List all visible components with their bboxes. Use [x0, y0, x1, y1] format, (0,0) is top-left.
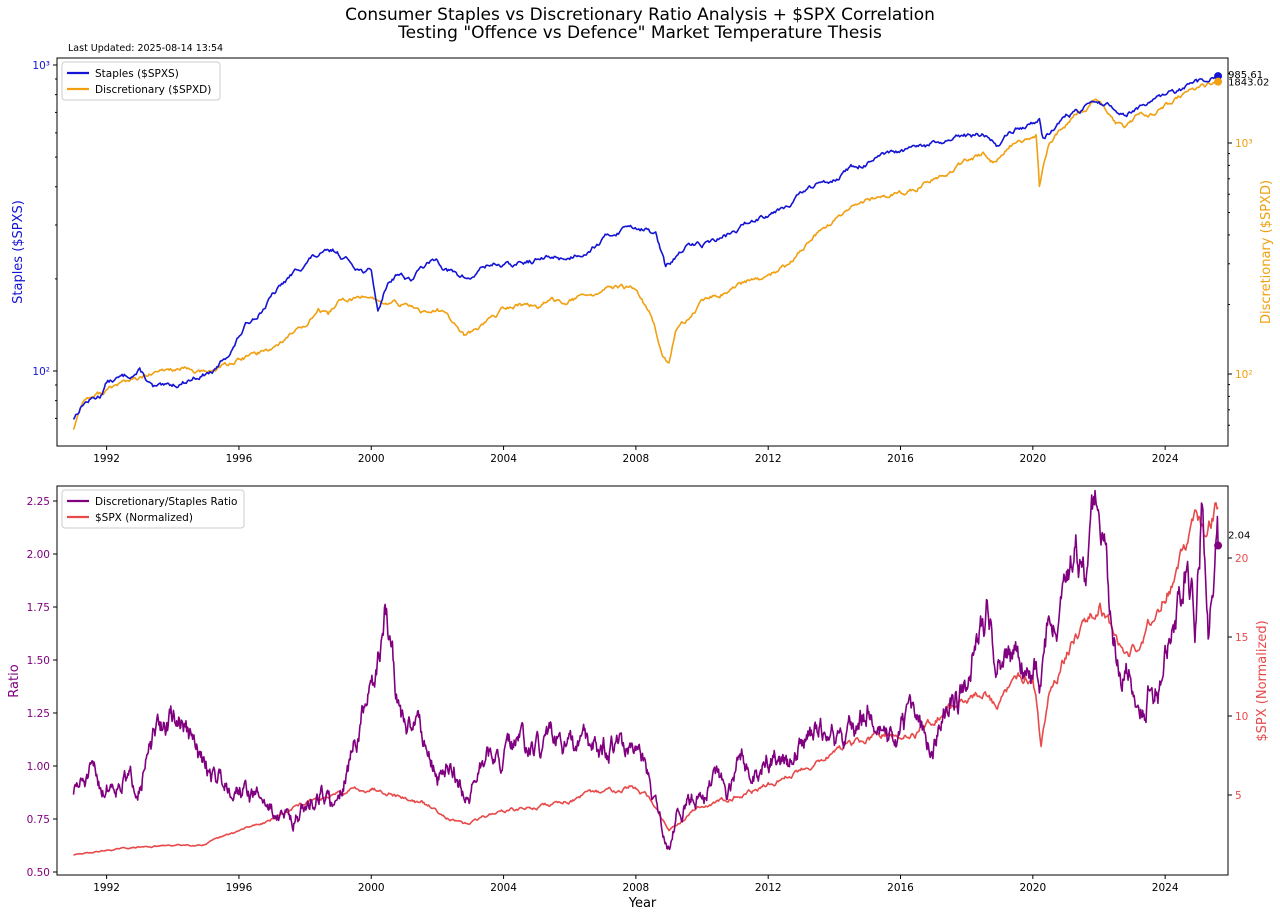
x-tick-label: 2004	[490, 453, 517, 465]
x-tick-label: 2012	[755, 453, 782, 465]
y-left-tick-label: 2.00	[27, 549, 50, 561]
last-updated-text: Last Updated: 2025-08-14 13:54	[68, 43, 224, 54]
y-left-tick-label: 1.50	[27, 655, 50, 667]
x-tick-label: 2008	[623, 453, 650, 465]
y-left-tick-label: 0.75	[27, 814, 50, 826]
y-right-axis-label: $SPX (Normalized)	[1255, 620, 1270, 741]
top-chart-panel: 1992 1996 2000 2004 2008 2012 2016 2020 2024 10² 1…	[11, 57, 1274, 465]
legend-box	[61, 61, 221, 101]
legend: Staples ($SPXS) Discretionary ($SPXD)	[61, 61, 221, 101]
x-tick-label: 2004	[490, 882, 517, 894]
x-tick-label: 2016	[887, 453, 914, 465]
y-right-tick-label: 10²	[1235, 369, 1253, 381]
figure-subtitle: Testing "Offence vs Defence" Market Temp…	[398, 23, 882, 43]
spx-series-line	[73, 502, 1219, 856]
x-tick-label: 2000	[358, 453, 385, 465]
plot-frame	[56, 57, 1229, 447]
x-tick-label: 1996	[226, 453, 253, 465]
legend: Discretionary/Staples Ratio $SPX (Normali…	[61, 489, 245, 529]
legend-box	[61, 489, 245, 529]
x-axis-label: Year	[628, 896, 657, 911]
y-left-axis-label: Staples ($SPXS)	[11, 200, 26, 304]
x-tick-label: 2024	[1152, 882, 1179, 894]
x-tick-label: 2012	[755, 882, 782, 894]
bottom-chart-panel: 1992 1996 2000 2004 2008 2012 2016 2020 2024 Year…	[7, 485, 1270, 911]
plot-frame	[56, 485, 1229, 876]
legend-label-ratio: Discretionary/Staples Ratio	[95, 496, 237, 508]
y-right-tick-label: 10	[1235, 711, 1248, 723]
x-tick-label: 1992	[93, 453, 120, 465]
y-left-tick-label: 1.75	[27, 602, 50, 614]
y-left-tick-label: 1.00	[27, 761, 50, 773]
legend-label-discretionary: Discretionary ($SPXD)	[95, 84, 211, 96]
x-tick-label: 2008	[623, 882, 650, 894]
discretionary-end-marker	[1214, 77, 1223, 86]
y-left-tick-label: 1.25	[27, 708, 50, 720]
staples-end-marker	[1214, 72, 1223, 81]
staples-series-line	[72, 75, 1219, 420]
discretionary-end-label: 1843.02	[1228, 78, 1269, 89]
x-tick-label: 2016	[887, 882, 914, 894]
y-left-tick-label: 2.25	[27, 496, 50, 508]
y-right-tick-label: 20	[1235, 553, 1248, 565]
y-left-tick-label: 10³	[32, 60, 50, 72]
discretionary-series-line	[72, 80, 1219, 430]
y-left-axis-label: Ratio	[7, 664, 22, 697]
y-right-axis-label: Discretionary ($SPXD)	[1259, 180, 1274, 324]
x-tick-label: 2020	[1019, 882, 1046, 894]
y-right-tick-label: 5	[1235, 790, 1242, 802]
figure-title: Consumer Staples vs Discretionary Ratio …	[345, 5, 935, 25]
y-left-tick-label: 0.50	[27, 867, 50, 879]
staples-end-label: 985.61	[1228, 70, 1263, 81]
ratio-end-marker	[1214, 541, 1223, 550]
x-tick-label: 2020	[1019, 453, 1046, 465]
ratio-end-label: 2.04	[1228, 531, 1250, 542]
x-tick-label: 2024	[1152, 453, 1179, 465]
legend-label-spx: $SPX (Normalized)	[95, 512, 193, 524]
x-tick-label: 1992	[93, 882, 120, 894]
y-right-tick-label: 10³	[1235, 138, 1253, 150]
y-left-tick-label: 10²	[32, 366, 50, 378]
legend-label-staples: Staples ($SPXS)	[95, 68, 179, 80]
x-tick-label: 1996	[226, 882, 253, 894]
y-right-tick-label: 15	[1235, 632, 1248, 644]
x-tick-label: 2000	[358, 882, 385, 894]
ratio-series-line	[72, 489, 1219, 851]
